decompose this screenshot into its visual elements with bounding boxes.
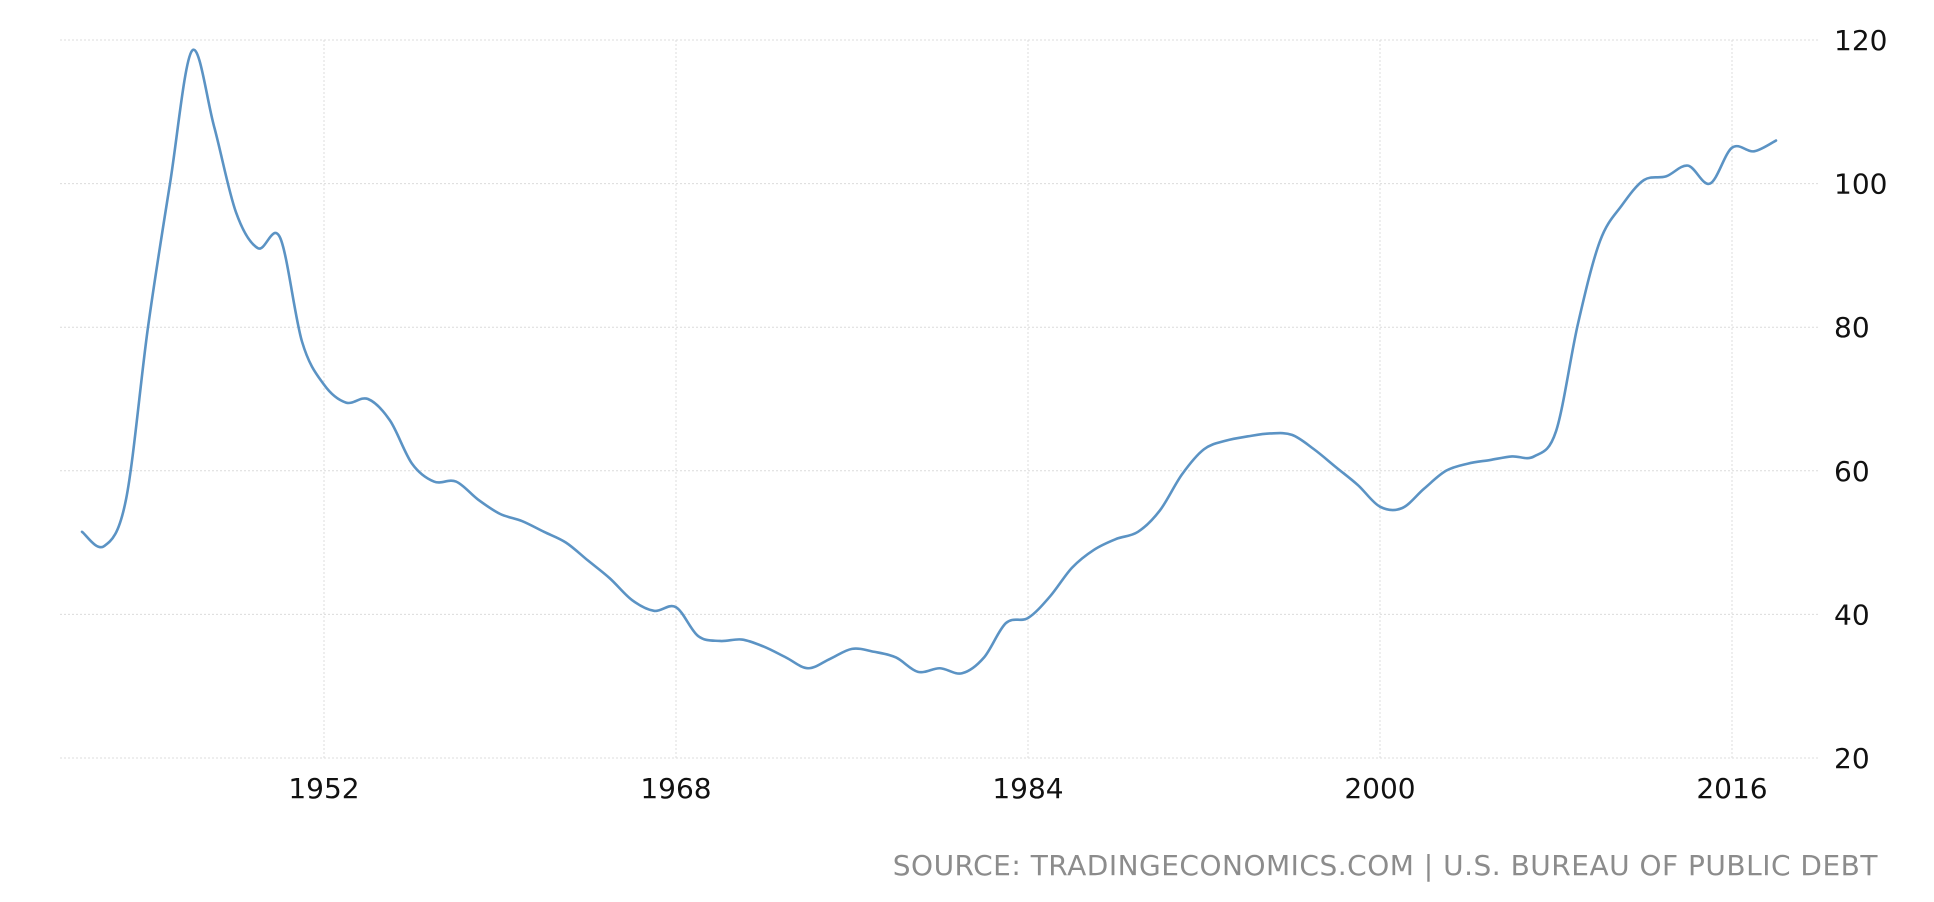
data-point	[1531, 453, 1537, 459]
data-point	[1465, 461, 1471, 467]
data-point	[211, 123, 217, 129]
data-point	[497, 511, 503, 517]
x-tick-label: 1952	[288, 772, 359, 805]
data-point	[1421, 486, 1427, 492]
data-point	[1047, 593, 1053, 599]
data-point	[1069, 565, 1075, 571]
data-point	[1619, 202, 1625, 208]
data-point	[1311, 446, 1317, 452]
data-point	[761, 644, 767, 650]
data-point	[1377, 504, 1383, 510]
x-tick-label: 2000	[1344, 772, 1415, 805]
data-point	[1135, 529, 1141, 535]
data-point	[739, 637, 745, 643]
data-point	[893, 654, 899, 660]
data-point	[937, 665, 943, 671]
data-point	[1773, 138, 1779, 144]
data-point	[541, 529, 547, 535]
source-credit: SOURCE: TRADINGECONOMICS.COM | U.S. BURE…	[892, 849, 1878, 882]
x-tick-label: 2016	[1696, 772, 1767, 805]
data-point	[453, 479, 459, 485]
data-point	[1289, 432, 1295, 438]
data-point	[959, 670, 965, 676]
data-point	[321, 382, 327, 388]
data-point	[1179, 471, 1185, 477]
data-point	[475, 497, 481, 503]
data-point	[409, 461, 415, 467]
grid-layer	[60, 39, 1820, 759]
data-point	[145, 324, 151, 330]
series-line	[80, 48, 1778, 675]
data-point	[431, 479, 437, 485]
data-point	[585, 558, 591, 564]
y-tick-label: 20	[1834, 742, 1870, 775]
data-point	[1003, 620, 1009, 626]
data-point	[563, 540, 569, 546]
data-point	[673, 604, 679, 610]
data-point	[651, 608, 657, 614]
y-tick-label: 40	[1834, 598, 1870, 631]
data-point	[871, 649, 877, 655]
data-point	[1157, 507, 1163, 513]
data-point	[827, 656, 833, 662]
data-point	[849, 646, 855, 652]
data-point	[1685, 163, 1691, 169]
y-tick-label: 60	[1834, 455, 1870, 488]
data-point	[717, 638, 723, 644]
data-point	[1333, 464, 1339, 470]
data-point	[167, 181, 173, 187]
data-point	[255, 245, 261, 251]
data-point	[1355, 482, 1361, 488]
data-point	[123, 497, 129, 503]
data-point	[1553, 428, 1559, 434]
data-point	[233, 209, 239, 215]
data-point	[343, 400, 349, 406]
data-point	[629, 597, 635, 603]
data-point	[805, 665, 811, 671]
x-tick-label: 1984	[992, 772, 1063, 805]
data-point	[981, 654, 987, 660]
y-tick-label: 80	[1834, 311, 1870, 344]
data-point	[1641, 177, 1647, 183]
data-point	[1091, 547, 1097, 553]
data-point	[1201, 446, 1207, 452]
data-point	[915, 669, 921, 675]
data-point	[79, 529, 85, 535]
data-point	[1113, 536, 1119, 542]
data-point	[1751, 148, 1757, 154]
data-point	[1443, 468, 1449, 474]
data-point	[1399, 505, 1405, 511]
data-point	[1707, 181, 1713, 187]
y-tick-label: 120	[1834, 24, 1887, 57]
data-point	[277, 234, 283, 240]
x-tick-label: 1968	[640, 772, 711, 805]
data-point	[1267, 430, 1273, 436]
data-point	[299, 339, 305, 345]
data-point	[1223, 438, 1229, 444]
data-point	[695, 633, 701, 639]
data-point	[1597, 238, 1603, 244]
y-tick-label: 100	[1834, 168, 1887, 201]
data-point	[1245, 433, 1251, 439]
data-point	[1575, 321, 1581, 327]
tick-label-layer: 20 40 60 80 100 120 1952 1968 1984 2000 2016	[288, 24, 1887, 805]
series-layer	[79, 48, 1779, 676]
data-point	[1663, 173, 1669, 179]
data-point	[783, 654, 789, 660]
data-point	[387, 418, 393, 424]
data-point	[189, 48, 195, 54]
data-point	[1729, 145, 1735, 151]
data-point	[1509, 453, 1515, 459]
data-point	[607, 576, 613, 582]
data-point	[519, 518, 525, 524]
data-point	[101, 543, 107, 549]
data-point	[1487, 457, 1493, 463]
data-point	[1025, 615, 1031, 621]
data-point	[365, 396, 371, 402]
